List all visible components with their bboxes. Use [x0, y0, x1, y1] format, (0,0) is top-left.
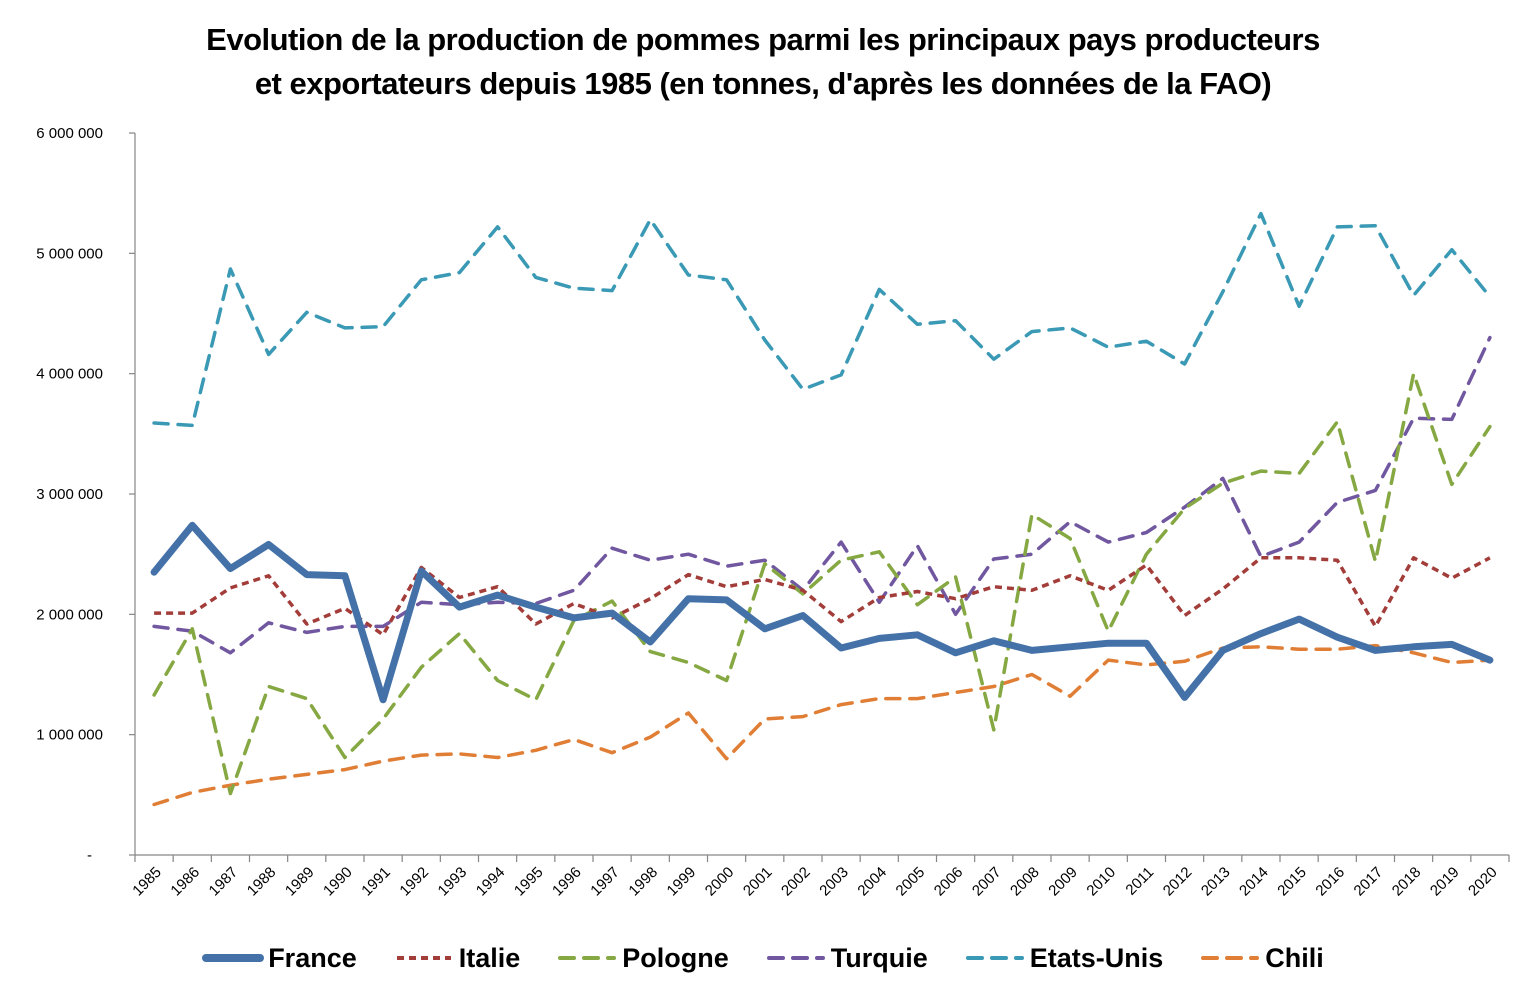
x-tick-label: 2016 [1312, 864, 1348, 900]
series-line-france [150, 521, 1494, 704]
x-tick-label: 2020 [1465, 864, 1501, 900]
chart-title: Evolution de la production de pommes par… [0, 18, 1526, 106]
y-tick-label: 1 000 000 [36, 727, 103, 744]
x-tick-label: 2010 [1083, 864, 1119, 900]
series-line-pologne [152, 371, 1492, 796]
x-tick-label: 2019 [1427, 864, 1463, 900]
x-tick-label: 2017 [1351, 864, 1387, 900]
x-tick-label: 1986 [167, 864, 203, 900]
x-tick-label: 1992 [396, 864, 432, 900]
legend-swatch [766, 956, 825, 960]
y-tick-label: - [87, 847, 92, 864]
legend-item: Etats-Unis [964, 942, 1164, 974]
y-tick-label: 3 000 000 [36, 486, 103, 503]
chart-title-line-1: Evolution de la production de pommes par… [206, 22, 1320, 57]
x-tick-label: 1988 [244, 864, 280, 900]
legend-item: Turquie [765, 943, 928, 974]
x-tick-label: 2011 [1122, 864, 1157, 899]
series-line-italie [154, 556, 1491, 637]
x-tick-label: 1993 [435, 864, 471, 900]
x-tick-label: 1998 [625, 864, 661, 900]
y-axis: - 1 000 000 2 000 000 3 000 000 4 000 000 5 0… [36, 125, 136, 864]
x-tick-label: 2004 [854, 864, 890, 900]
legend-label: Chili [1265, 942, 1324, 973]
line-chart: - 1 000 000 2 000 000 3 000 000 4 000 000 5 0… [36, 125, 1510, 900]
x-axis: 1985 1986 1987 1988 1989 1990 1991 1992 1993 1994… [129, 854, 1510, 900]
x-tick-label: 1997 [587, 864, 623, 900]
x-tick-label: 1989 [282, 864, 318, 900]
x-tick-label: 2007 [969, 864, 1005, 900]
y-tick-label: 5 000 000 [36, 245, 103, 262]
legend-swatch [558, 956, 617, 960]
x-tick-label: 2000 [702, 864, 738, 900]
series-line-etats-unis [152, 211, 1492, 428]
y-tick-label: 2 000 000 [36, 606, 103, 623]
x-tick-label: 2006 [931, 864, 967, 900]
y-tick-label: 6 000 000 [36, 125, 103, 142]
series-line-turquie [152, 335, 1492, 655]
x-tick-label: 2018 [1389, 864, 1425, 900]
legend-swatch [965, 956, 1024, 960]
legend-item: France [202, 943, 357, 974]
chart-title-line-2: et exportateurs depuis 1985 (en tonnes, … [254, 66, 1272, 101]
x-tick-label: 2001 [740, 864, 776, 900]
x-tick-label: 2002 [778, 864, 814, 900]
x-tick-label: 1987 [206, 864, 242, 900]
x-tick-label: 2005 [893, 864, 929, 900]
x-tick-label: 1991 [358, 864, 394, 900]
x-tick-label: 2003 [816, 864, 852, 900]
x-tick-label: 2015 [1274, 864, 1310, 900]
legend: France Italie Pologne Turquie Etats-Unis Chil… [0, 936, 1526, 980]
legend-item: Pologne [556, 943, 729, 974]
legend-item: Chili [1199, 943, 1324, 974]
legend-label: Italie [458, 942, 521, 973]
legend-item: Italie [393, 942, 521, 974]
legend-label: Etats-Unis [1029, 942, 1164, 973]
x-tick-label: 1994 [473, 864, 509, 900]
x-tick-label: 2013 [1198, 864, 1234, 900]
x-tick-label: 1995 [511, 864, 547, 900]
legend-label: France [268, 942, 357, 973]
x-tick-label: 1985 [129, 864, 165, 900]
x-tick-label: 2009 [1045, 864, 1081, 900]
y-tick-label: 4 000 000 [36, 366, 103, 383]
legend-label: Pologne [622, 942, 729, 973]
x-tick-label: 2012 [1160, 864, 1196, 900]
x-tick-label: 1999 [664, 864, 700, 900]
legend-swatch [396, 956, 451, 960]
legend-swatch [1201, 956, 1260, 960]
x-tick-label: 1996 [549, 864, 585, 900]
x-tick-label: 2014 [1236, 864, 1272, 900]
legend-label: Turquie [830, 942, 928, 973]
legend-swatch [202, 954, 265, 962]
series-line-chili [152, 643, 1492, 807]
series-layer [150, 211, 1494, 807]
x-tick-label: 2008 [1007, 864, 1043, 900]
x-tick-label: 1990 [320, 864, 356, 900]
